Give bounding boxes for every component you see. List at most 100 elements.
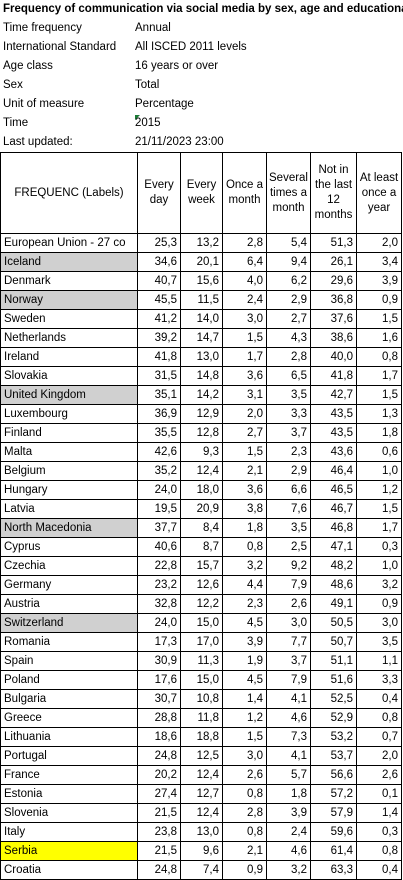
value-cell: 19,5 (137, 499, 181, 519)
value-cell: 1,5 (222, 442, 267, 462)
value-cell: 36,8 (310, 290, 357, 310)
value-cell: 46,7 (310, 499, 357, 519)
table-row: Sweden 41,2 14,0 3,0 2,7 37,6 1,5 (0, 309, 402, 329)
meta-block: Time frequency Annual International Standa… (0, 19, 403, 152)
value-cell: 43,5 (310, 423, 357, 443)
value-cell: 2,8 (222, 233, 267, 253)
value-cell: 0,9 (356, 594, 402, 614)
table-row: Finland 35,5 12,8 2,7 3,7 43,5 1,8 (0, 423, 402, 443)
table-row: European Union - 27 co 25,3 13,2 2,8 5,4 51,3… (0, 233, 402, 253)
value-cell: 41,8 (310, 366, 357, 386)
value-cell: 20,9 (180, 499, 223, 519)
value-cell: 9,4 (266, 252, 311, 272)
value-cell: 24,0 (137, 480, 181, 500)
value-cell: 7,9 (266, 575, 311, 595)
column-header: At least once a year (356, 152, 402, 234)
value-cell: 2,0 (356, 746, 402, 766)
column-header: Every day (137, 152, 181, 234)
table-row: Croatia 24,8 7,4 0,9 3,2 63,3 0,4 (0, 860, 402, 880)
value-cell: 6,6 (266, 480, 311, 500)
value-cell: 51,1 (310, 651, 357, 671)
value-cell: 38,6 (310, 328, 357, 348)
value-cell: 22,8 (137, 556, 181, 576)
value-cell: 3,0 (222, 746, 267, 766)
value-cell: 1,2 (222, 708, 267, 728)
value-cell: 3,4 (356, 252, 402, 272)
country-cell: Latvia (0, 499, 138, 519)
value-cell: 52,5 (310, 689, 357, 709)
country-cell: Portugal (0, 746, 138, 766)
table-row: Austria 32,8 12,2 2,3 2,6 49,1 0,9 (0, 594, 402, 614)
meta-row: Age class 16 years or over (0, 57, 403, 76)
value-cell: 9,6 (180, 841, 223, 861)
country-cell: Belgium (0, 461, 138, 481)
value-cell: 30,7 (137, 689, 181, 709)
value-cell: 3,5 (266, 385, 311, 405)
value-cell: 46,4 (310, 461, 357, 481)
meta-value: Annual (135, 22, 171, 34)
country-cell: Poland (0, 670, 138, 690)
table-row: Slovakia 31,5 14,8 3,6 6,5 41,8 1,7 (0, 366, 402, 386)
value-cell: 18,0 (180, 480, 223, 500)
value-cell: 23,8 (137, 822, 181, 842)
value-cell: 49,1 (310, 594, 357, 614)
value-cell: 3,0 (266, 613, 311, 633)
table-row: Belgium 35,2 12,4 2,1 2,9 46,4 1,0 (0, 461, 402, 481)
table-row: Serbia 21,5 9,6 2,1 4,6 61,4 0,8 (0, 841, 402, 861)
value-cell: 12,4 (180, 461, 223, 481)
value-cell: 0,8 (356, 708, 402, 728)
value-cell: 0,3 (356, 822, 402, 842)
value-cell: 15,7 (180, 556, 223, 576)
country-cell: Luxembourg (0, 404, 138, 424)
value-cell: 50,5 (310, 613, 357, 633)
country-cell: Lithuania (0, 727, 138, 747)
sheet-title: Frequency of communication via social me… (3, 3, 403, 15)
value-cell: 10,8 (180, 689, 223, 709)
value-cell: 3,8 (222, 499, 267, 519)
value-cell: 1,6 (356, 328, 402, 348)
value-cell: 3,9 (356, 271, 402, 291)
value-cell: 52,9 (310, 708, 357, 728)
country-cell: Czechia (0, 556, 138, 576)
value-cell: 6,2 (266, 271, 311, 291)
value-cell: 6,4 (222, 252, 267, 272)
column-header: Every week (180, 152, 223, 234)
meta-row: Time frequency Annual (0, 19, 403, 38)
country-cell: Hungary (0, 480, 138, 500)
value-cell: 23,2 (137, 575, 181, 595)
table-row: Bulgaria 30,7 10,8 1,4 4,1 52,5 0,4 (0, 689, 402, 709)
country-cell: Switzerland (0, 613, 138, 633)
data-table: FREQUENC (Labels) Every day Every week Once… (0, 152, 402, 880)
value-cell: 1,5 (356, 309, 402, 329)
table-row: Czechia 22,8 15,7 3,2 9,2 48,2 1,0 (0, 556, 402, 576)
meta-value: Percentage (135, 98, 194, 110)
value-cell: 26,1 (310, 252, 357, 272)
value-cell: 11,8 (180, 708, 223, 728)
value-cell: 3,2 (356, 575, 402, 595)
value-cell: 2,3 (222, 594, 267, 614)
value-cell: 1,4 (222, 689, 267, 709)
value-cell: 2,6 (266, 594, 311, 614)
value-cell: 13,0 (180, 347, 223, 367)
value-cell: 48,6 (310, 575, 357, 595)
value-cell: 12,4 (180, 803, 223, 823)
value-cell: 57,2 (310, 784, 357, 804)
value-cell: 35,1 (137, 385, 181, 405)
value-cell: 40,6 (137, 537, 181, 557)
value-cell: 3,0 (222, 309, 267, 329)
value-cell: 12,5 (180, 746, 223, 766)
value-cell: 2,6 (222, 765, 267, 785)
value-cell: 2,7 (222, 423, 267, 443)
table-row: Switzerland 24,0 15,0 4,5 3,0 50,5 3,0 (0, 613, 402, 633)
country-cell: Ireland (0, 347, 138, 367)
table-row: Denmark 40,7 15,6 4,0 6,2 29,6 3,9 (0, 271, 402, 291)
table-row: Germany 23,2 12,6 4,4 7,9 48,6 3,2 (0, 575, 402, 595)
value-cell: 48,2 (310, 556, 357, 576)
table-row: Lithuania 18,6 18,8 1,5 7,3 53,2 0,7 (0, 727, 402, 747)
value-cell: 20,1 (180, 252, 223, 272)
value-cell: 1,4 (356, 803, 402, 823)
value-cell: 13,2 (180, 233, 223, 253)
country-cell: Germany (0, 575, 138, 595)
value-cell: 3,5 (356, 632, 402, 652)
value-cell: 0,3 (356, 537, 402, 557)
